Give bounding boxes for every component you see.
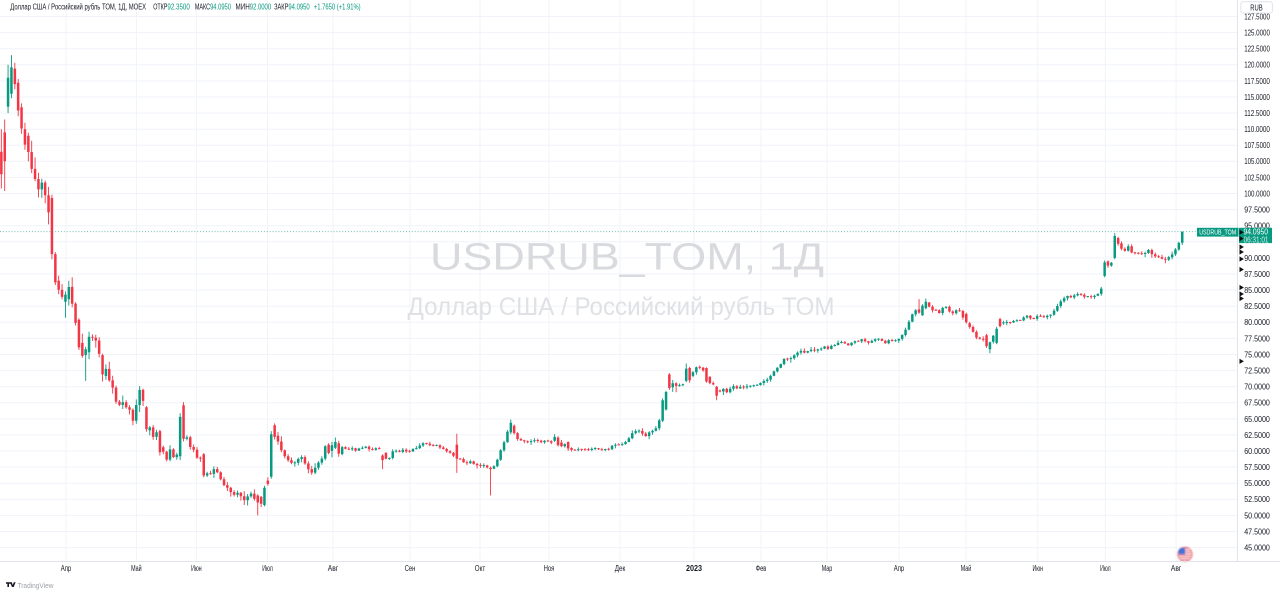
svg-text:Июн: Июн <box>191 564 202 573</box>
svg-text:Апр: Апр <box>61 564 72 573</box>
svg-text:Дек: Дек <box>615 564 626 573</box>
svg-text:120.0000: 120.0000 <box>1244 61 1270 70</box>
svg-text:122.5000: 122.5000 <box>1244 45 1270 54</box>
svg-text:МАКС: МАКС <box>195 2 210 11</box>
svg-text:80.0000: 80.0000 <box>1244 318 1270 327</box>
svg-text:2023: 2023 <box>686 564 702 573</box>
svg-text:100.0000: 100.0000 <box>1244 189 1270 198</box>
svg-text:Апр: Апр <box>894 564 905 573</box>
svg-text:92.0000: 92.0000 <box>250 2 272 11</box>
svg-text:94.0950: 94.0950 <box>210 2 231 11</box>
svg-text:72.5000: 72.5000 <box>1244 367 1270 376</box>
svg-text:82.5000: 82.5000 <box>1244 302 1270 311</box>
svg-text:Мар: Мар <box>822 564 833 573</box>
svg-text:117.5000: 117.5000 <box>1244 77 1270 86</box>
svg-text:52.5000: 52.5000 <box>1244 495 1270 504</box>
svg-text:Доллар США / Российский рубль: Доллар США / Российский рубль ТОМ, 1Д, M… <box>10 2 146 11</box>
svg-text:Ноя: Ноя <box>544 564 555 573</box>
svg-text:USDRUB_TOM, 1Д: USDRUB_TOM, 1Д <box>430 237 824 279</box>
svg-text:+1.7650 (+1.91%): +1.7650 (+1.91%) <box>314 2 361 11</box>
svg-text:125.0000: 125.0000 <box>1244 29 1270 38</box>
svg-text:45.0000: 45.0000 <box>1244 544 1270 553</box>
svg-text:50.0000: 50.0000 <box>1244 511 1270 520</box>
svg-text:Июл: Июл <box>262 564 273 573</box>
svg-text:Окт: Окт <box>475 564 486 573</box>
svg-text:127.5000: 127.5000 <box>1244 12 1270 21</box>
svg-text:115.0000: 115.0000 <box>1244 93 1270 102</box>
svg-text:ЗАКР: ЗАКР <box>274 2 288 11</box>
svg-text:Май: Май <box>131 564 142 573</box>
svg-text:Авг: Авг <box>328 564 339 573</box>
svg-text:97.5000: 97.5000 <box>1244 206 1270 215</box>
svg-text:USDRUB_TOM: USDRUB_TOM <box>1199 228 1236 237</box>
svg-text:77.5000: 77.5000 <box>1244 334 1270 343</box>
svg-text:67.5000: 67.5000 <box>1244 399 1270 408</box>
svg-text:55.0000: 55.0000 <box>1244 479 1270 488</box>
svg-text:107.5000: 107.5000 <box>1244 141 1270 150</box>
svg-text:TradingView: TradingView <box>18 581 55 590</box>
svg-text:105.0000: 105.0000 <box>1244 157 1270 166</box>
svg-text:95.0000: 95.0000 <box>1244 222 1270 231</box>
svg-text:Июн: Июн <box>1033 564 1044 573</box>
svg-text:94.0950: 94.0950 <box>1244 228 1269 237</box>
svg-text:Доллар США / Российский рубль: Доллар США / Российский рубль ТОМ <box>408 293 835 321</box>
svg-text:Май: Май <box>961 564 972 573</box>
svg-text:94.0950: 94.0950 <box>288 2 310 11</box>
svg-text:Сен: Сен <box>405 564 416 573</box>
svg-text:RUB: RUB <box>1250 3 1263 12</box>
svg-text:Июл: Июл <box>1100 564 1111 573</box>
svg-text:85.0000: 85.0000 <box>1244 286 1270 295</box>
svg-text:Авг: Авг <box>1171 564 1182 573</box>
svg-text:Фев: Фев <box>756 564 767 573</box>
svg-text:112.5000: 112.5000 <box>1244 109 1270 118</box>
svg-text:92.3500: 92.3500 <box>167 2 190 11</box>
svg-text:75.0000: 75.0000 <box>1244 350 1270 359</box>
svg-text:70.0000: 70.0000 <box>1244 383 1270 392</box>
svg-text:57.5000: 57.5000 <box>1244 463 1270 472</box>
svg-text:102.5000: 102.5000 <box>1244 173 1270 182</box>
svg-text:ОТКР: ОТКР <box>153 2 167 11</box>
svg-text:60.0000: 60.0000 <box>1244 447 1270 456</box>
svg-text:МИН: МИН <box>236 2 250 11</box>
svg-text:62.5000: 62.5000 <box>1244 431 1270 440</box>
svg-text:90.0000: 90.0000 <box>1244 254 1270 263</box>
svg-text:47.5000: 47.5000 <box>1244 527 1270 536</box>
svg-text:87.5000: 87.5000 <box>1244 270 1270 279</box>
svg-text:06:31:01: 06:31:01 <box>1244 235 1269 244</box>
svg-text:65.0000: 65.0000 <box>1244 415 1270 424</box>
svg-text:110.0000: 110.0000 <box>1244 125 1270 134</box>
